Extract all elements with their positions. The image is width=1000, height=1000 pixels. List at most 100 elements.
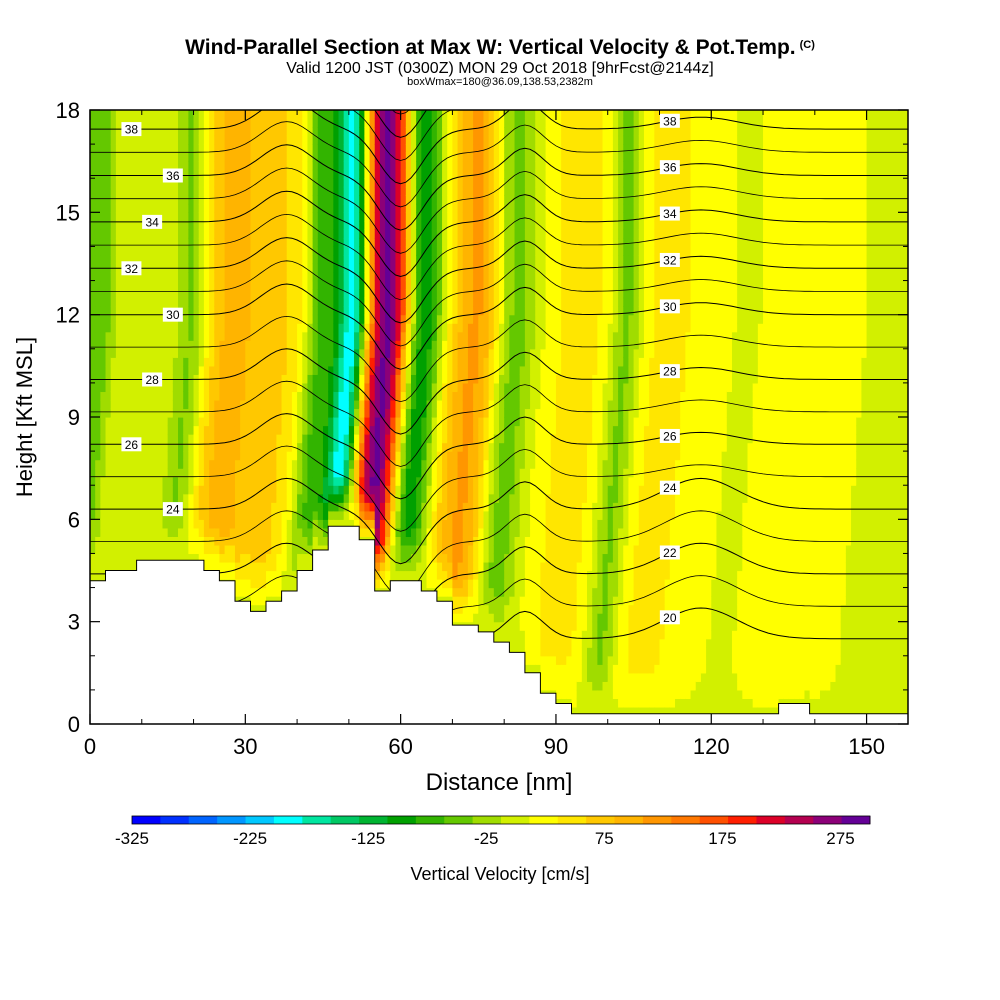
velocity-cell: [322, 220, 329, 230]
velocity-cell: [245, 408, 252, 418]
velocity-cell: [416, 118, 422, 128]
velocity-cell: [234, 289, 241, 299]
velocity-cell: [198, 144, 205, 154]
velocity-cell: [271, 382, 277, 393]
velocity-cell: [385, 502, 391, 512]
velocity-cell: [302, 306, 309, 316]
velocity-cell: [146, 340, 153, 350]
velocity-cell: [359, 331, 365, 341]
velocity-cell: [245, 212, 252, 222]
velocity-cell: [121, 544, 127, 555]
velocity-cell: [162, 527, 169, 537]
velocity-cell: [426, 331, 433, 341]
velocity-cell: [400, 408, 407, 418]
velocity-cell: [229, 365, 236, 375]
velocity-cell: [271, 340, 277, 350]
velocity-cell: [374, 340, 381, 350]
velocity-cell: [390, 331, 397, 341]
velocity-cell: [162, 118, 169, 128]
velocity-cell: [291, 340, 298, 350]
velocity-cell: [121, 220, 127, 230]
velocity-cell: [146, 348, 153, 358]
velocity-cell: [410, 459, 417, 469]
velocity-cell: [405, 144, 412, 154]
velocity-cell: [172, 442, 179, 452]
velocity-cell: [333, 178, 340, 188]
velocity-cell: [333, 451, 340, 461]
velocity-cell: [379, 425, 386, 435]
velocity-cell: [281, 280, 288, 290]
velocity-cell: [364, 306, 371, 316]
velocity-cell: [214, 195, 221, 205]
velocity-cell: [240, 579, 246, 589]
velocity-cell: [390, 561, 397, 572]
velocity-cell: [271, 229, 277, 239]
velocity-cell: [317, 195, 324, 205]
velocity-cell: [90, 306, 96, 316]
velocity-cell: [410, 382, 417, 393]
velocity-cell: [224, 348, 231, 358]
velocity-cell: [426, 297, 433, 307]
velocity-cell: [131, 314, 138, 324]
velocity-cell: [141, 485, 148, 495]
velocity-cell: [188, 382, 195, 393]
velocity-cell: [436, 169, 443, 179]
velocity-cell: [157, 340, 164, 350]
velocity-cell: [162, 110, 169, 120]
velocity-cell: [250, 186, 257, 196]
velocity-cell: [286, 434, 293, 444]
velocity-cell: [447, 519, 454, 529]
velocity-cell: [276, 323, 283, 333]
velocity-cell: [245, 459, 252, 469]
velocity-cell: [374, 579, 381, 589]
velocity-cell: [152, 314, 158, 324]
velocity-cell: [224, 417, 231, 427]
velocity-cell: [410, 289, 417, 299]
vertical-velocity-field: [90, 110, 908, 724]
velocity-cell: [126, 365, 133, 375]
velocity-cell: [385, 297, 391, 307]
velocity-cell: [224, 289, 231, 299]
velocity-cell: [250, 135, 257, 145]
velocity-cell: [328, 263, 334, 273]
velocity-cell: [214, 186, 221, 196]
velocity-cell: [442, 135, 448, 145]
velocity-cell: [219, 399, 226, 410]
velocity-cell: [229, 340, 236, 350]
velocity-cell: [307, 323, 314, 333]
velocity-cell: [364, 212, 371, 222]
velocity-cell: [431, 425, 438, 435]
velocity-cell: [421, 408, 428, 418]
velocity-cell: [90, 476, 96, 486]
velocity-cell: [157, 254, 164, 265]
velocity-cell: [302, 135, 309, 145]
velocity-cell: [183, 434, 189, 444]
velocity-cell: [374, 323, 381, 333]
velocity-cell: [343, 203, 350, 213]
velocity-cell: [276, 468, 283, 478]
velocity-cell: [436, 203, 443, 213]
velocity-cell: [100, 306, 107, 316]
velocity-cell: [431, 451, 438, 461]
velocity-cell: [90, 544, 96, 555]
velocity-cell: [188, 510, 195, 520]
velocity-cell: [312, 314, 319, 324]
velocity-cell: [400, 254, 407, 265]
velocity-cell: [354, 391, 360, 401]
velocity-cell: [214, 229, 221, 239]
velocity-cell: [203, 434, 210, 444]
velocity-cell: [136, 357, 143, 367]
velocity-cell: [121, 229, 127, 239]
velocity-cell: [100, 502, 107, 512]
velocity-cell: [229, 263, 236, 273]
velocity-cell: [141, 178, 148, 188]
velocity-cell: [90, 195, 96, 205]
velocity-cell: [157, 178, 164, 188]
velocity-cell: [157, 408, 164, 418]
velocity-cell: [447, 561, 454, 572]
velocity-cell: [369, 152, 376, 162]
velocity-cell: [421, 118, 428, 128]
velocity-cell: [410, 391, 417, 401]
velocity-cell: [348, 451, 355, 461]
velocity-cell: [369, 493, 376, 503]
